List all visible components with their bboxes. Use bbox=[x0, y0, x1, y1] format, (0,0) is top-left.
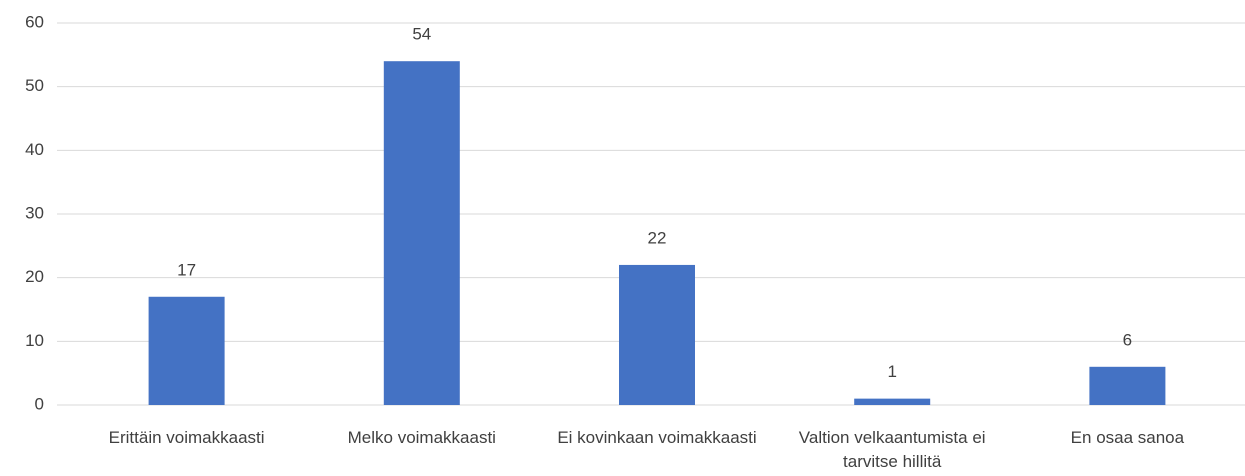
x-tick-label: Ei kovinkaan voimakkaasti bbox=[557, 428, 757, 447]
bar bbox=[619, 264, 695, 405]
x-tick-label: Erittäin voimakkaasti bbox=[108, 428, 265, 447]
data-label: 17 bbox=[177, 260, 196, 279]
bar bbox=[383, 61, 460, 405]
y-tick-label: 20 bbox=[25, 267, 44, 286]
y-tick-label: 0 bbox=[35, 394, 44, 413]
y-tick-label: 30 bbox=[25, 203, 44, 222]
bar bbox=[1089, 366, 1166, 405]
x-tick-label: Melko voimakkaasti bbox=[347, 428, 496, 447]
data-label: 22 bbox=[648, 228, 667, 247]
x-tick-label: En osaa sanoa bbox=[1070, 428, 1185, 447]
data-label: 6 bbox=[1123, 330, 1132, 349]
bar bbox=[148, 296, 225, 405]
y-tick-label: 10 bbox=[25, 331, 44, 350]
y-tick-label: 40 bbox=[25, 140, 44, 159]
y-tick-label: 50 bbox=[25, 76, 44, 95]
bar bbox=[854, 398, 931, 405]
x-tick-label: Valtion velkaantumista ei tarvitse hilli… bbox=[798, 428, 986, 471]
data-label: 1 bbox=[887, 362, 896, 381]
data-label: 54 bbox=[412, 25, 431, 44]
y-tick-label: 60 bbox=[25, 12, 44, 31]
